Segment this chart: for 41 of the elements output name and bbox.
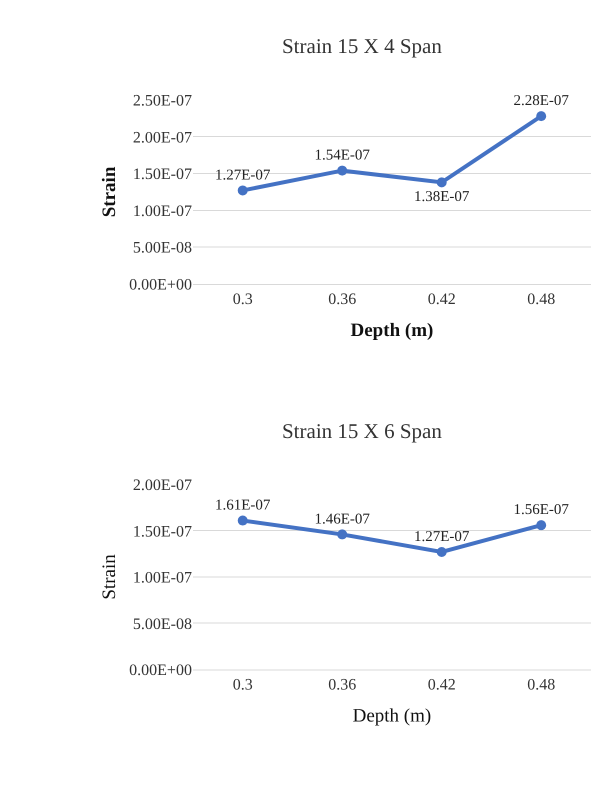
y-tick-label: 1.50E-07 [132, 166, 192, 184]
data-label: 1.38E-07 [414, 188, 470, 205]
x-tick-label: 0.42 [428, 291, 456, 308]
y-tick-label: 0.00E+00 [129, 276, 192, 294]
point [238, 185, 248, 196]
y-tick-label: 5.00E-08 [132, 616, 192, 633]
y-axis-title: Strain [99, 554, 120, 600]
point [536, 520, 546, 530]
data-label: 1.56E-07 [513, 502, 570, 518]
point [536, 111, 546, 122]
x-tick-label: 0.48 [527, 291, 556, 308]
x-tick-label: 0.48 [527, 676, 556, 694]
data-label: 1.54E-07 [314, 148, 370, 164]
data-label: 1.27E-07 [215, 167, 271, 184]
data-label: 1.27E-07 [414, 528, 470, 545]
y-tick-label: 5.00E-08 [132, 240, 192, 257]
data-label: 1.46E-07 [314, 511, 370, 528]
point [337, 529, 348, 540]
data-label: 2.28E-07 [513, 93, 570, 110]
y-tick-label: 1.50E-07 [132, 523, 192, 540]
x-tick-label: 0.36 [328, 676, 356, 694]
point [436, 546, 447, 557]
x-tick-label: 0.3 [232, 676, 253, 694]
y-tick-label: 1.00E-07 [132, 570, 192, 587]
x-axis-title: Depth (m) [350, 320, 434, 341]
point [337, 166, 348, 176]
x-tick-label: 0.42 [428, 676, 456, 694]
y-axis-title: Strain [99, 166, 120, 218]
y-tick-label: 2.00E-07 [132, 477, 192, 494]
chart-title: Strain 15 X 6 Span [282, 419, 442, 443]
data-label: 1.61E-07 [215, 498, 271, 514]
x-tick-label: 0.36 [328, 291, 356, 308]
point [238, 516, 248, 526]
y-tick-label: 2.50E-07 [132, 92, 192, 110]
x-tick-label: 0.3 [232, 291, 253, 308]
y-tick-label: 2.00E-07 [132, 129, 192, 146]
y-tick-label: 1.00E-07 [132, 202, 192, 220]
chart-title: Strain 15 X 4 Span [282, 34, 442, 58]
y-tick-label: 0.00E+00 [129, 662, 192, 680]
x-axis-title: Depth (m) [352, 705, 432, 726]
point [436, 177, 447, 188]
